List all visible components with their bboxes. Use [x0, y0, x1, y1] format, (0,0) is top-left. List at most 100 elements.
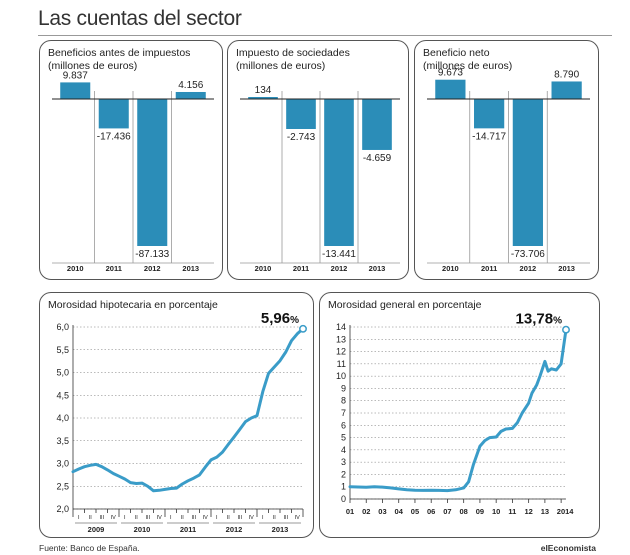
bar [435, 79, 466, 99]
category-label: 2010 [442, 264, 459, 273]
quarter-label: IV [157, 515, 163, 521]
category-label: 2013 [369, 264, 386, 273]
line-chart-morosidad-hipotecaria: 2,02,53,03,54,04,55,05,56,05,96%I II III IV… [56, 310, 307, 534]
brand-logo: elEconomista [540, 543, 596, 553]
chart-title: Beneficio neto (millones de euros) [423, 47, 513, 72]
data-label: 134 [255, 85, 272, 96]
y-tick-label: 6,0 [56, 322, 69, 332]
y-tick-label: 13 [336, 334, 346, 344]
x-tick-label: 13 [541, 507, 549, 516]
chart-title: Beneficios antes de impuestos (millones … [48, 47, 191, 72]
year-label: 2013 [272, 525, 289, 534]
category-label: 2013 [182, 264, 199, 273]
y-tick-label: 5,5 [56, 345, 69, 355]
x-tick-label: 12 [524, 507, 532, 516]
data-label: -14.717 [472, 131, 506, 142]
category-label: 2011 [106, 264, 122, 273]
year-label: 2010 [134, 525, 151, 534]
title-rule [38, 35, 612, 36]
y-tick-label: 10 [336, 371, 346, 381]
y-tick-label: 1 [341, 482, 346, 492]
panel-morosidad-hipotecaria: Morosidad hipotecaria en porcentaje 2,0 2… [39, 292, 314, 538]
y-tick-label: 6 [341, 420, 346, 430]
quarter-label: II [89, 515, 93, 521]
quarter-label: IV [295, 515, 301, 521]
data-label: 9.673 [438, 68, 463, 79]
year-label: 2011 [180, 525, 196, 534]
y-tick-label: 11 [337, 359, 346, 369]
bar [248, 97, 278, 99]
chart-title: Morosidad hipotecaria en porcentaje [48, 299, 218, 311]
data-label: 4.156 [178, 80, 203, 91]
x-tick-label: 04 [395, 507, 404, 516]
category-label: 2010 [255, 264, 272, 273]
x-tick-label: 01 [346, 507, 354, 516]
category-label: 2013 [558, 264, 575, 273]
data-line [71, 327, 305, 493]
quarter-label: III [237, 515, 242, 521]
bar [512, 99, 543, 246]
y-tick-label: 2 [341, 469, 346, 479]
data-label: 9.837 [63, 70, 88, 81]
bar [324, 99, 354, 246]
category-label: 2012 [520, 264, 537, 273]
x-tick-label: 11 [508, 507, 516, 516]
data-label: 8.790 [554, 69, 579, 80]
y-tick-label: 3,5 [56, 436, 69, 446]
year-label: 2009 [88, 525, 105, 534]
y-tick-label: 12 [336, 347, 346, 357]
x-tick-label: 08 [460, 507, 468, 516]
y-tick-label: 4,0 [56, 413, 69, 423]
panel-beneficios: Beneficios antes de impuestos (millones … [39, 40, 223, 280]
category-label: 2012 [331, 264, 348, 273]
quarter-label: IV [203, 515, 209, 521]
y-tick-label: 5,0 [56, 368, 69, 378]
final-value-number: 13,78 [516, 311, 554, 328]
quarter-label: IV [249, 515, 255, 521]
bar-chart-beneficio-neto: 9.673 2010 -14.717 2011 -73.706 2012 8.790 2013 [427, 68, 590, 273]
data-line [348, 328, 568, 493]
final-value-number: 5,96 [261, 310, 290, 327]
y-tick-label: 14 [336, 322, 346, 332]
year-label: 2012 [226, 525, 243, 534]
y-tick-label: 3,0 [56, 459, 69, 469]
quarter-label: III [99, 515, 104, 521]
y-tick-label: 2,5 [56, 481, 69, 491]
y-tick-label: 0 [341, 494, 346, 504]
quarter-label: II [181, 515, 185, 521]
panel-beneficio-neto: Beneficio neto (millones de euros) 9.673… [414, 40, 599, 280]
quarter-label: II [273, 515, 277, 521]
x-tick-label: 07 [443, 507, 451, 516]
final-value-unit: % [290, 315, 299, 326]
final-value-label: 13,78% [516, 311, 563, 328]
quarter-label: III [191, 515, 196, 521]
y-tick-label: 8 [341, 396, 346, 406]
bar [286, 99, 316, 129]
quarter-label: III [283, 515, 288, 521]
page-title: Las cuentas del sector [38, 7, 242, 30]
final-value-unit: % [553, 316, 562, 327]
quarter-label: IV [111, 515, 117, 521]
bar [175, 91, 206, 99]
data-label: -13.441 [322, 249, 356, 260]
bar [551, 81, 582, 99]
category-label: 2012 [144, 264, 161, 273]
x-tick-label: 05 [411, 507, 419, 516]
x-tick-label: 2014 [557, 507, 575, 516]
category-label: 2010 [67, 264, 84, 273]
bar-chart-beneficios: 9.837 2010 -17.436 2011 -87.133 2012 4.156 2013 [52, 70, 214, 273]
bar-chart-impuesto: 134 2010 -2.743 2011 -13.441 2012 -4.659 2013 [240, 85, 400, 273]
quarter-label: I [216, 515, 218, 521]
quarter-label: I [262, 515, 264, 521]
quarter-label: II [227, 515, 231, 521]
chart-title: Impuesto de sociedades (millones de euro… [236, 47, 350, 72]
data-label: -17.436 [97, 131, 131, 142]
quarter-label: III [145, 515, 150, 521]
y-tick-label: 5 [341, 433, 346, 443]
y-tick-label: 7 [341, 408, 346, 418]
x-tick-label: 09 [476, 507, 484, 516]
x-tick-label: 02 [362, 507, 370, 516]
data-label: -73.706 [511, 249, 545, 260]
y-tick-label: 4,5 [56, 390, 69, 400]
